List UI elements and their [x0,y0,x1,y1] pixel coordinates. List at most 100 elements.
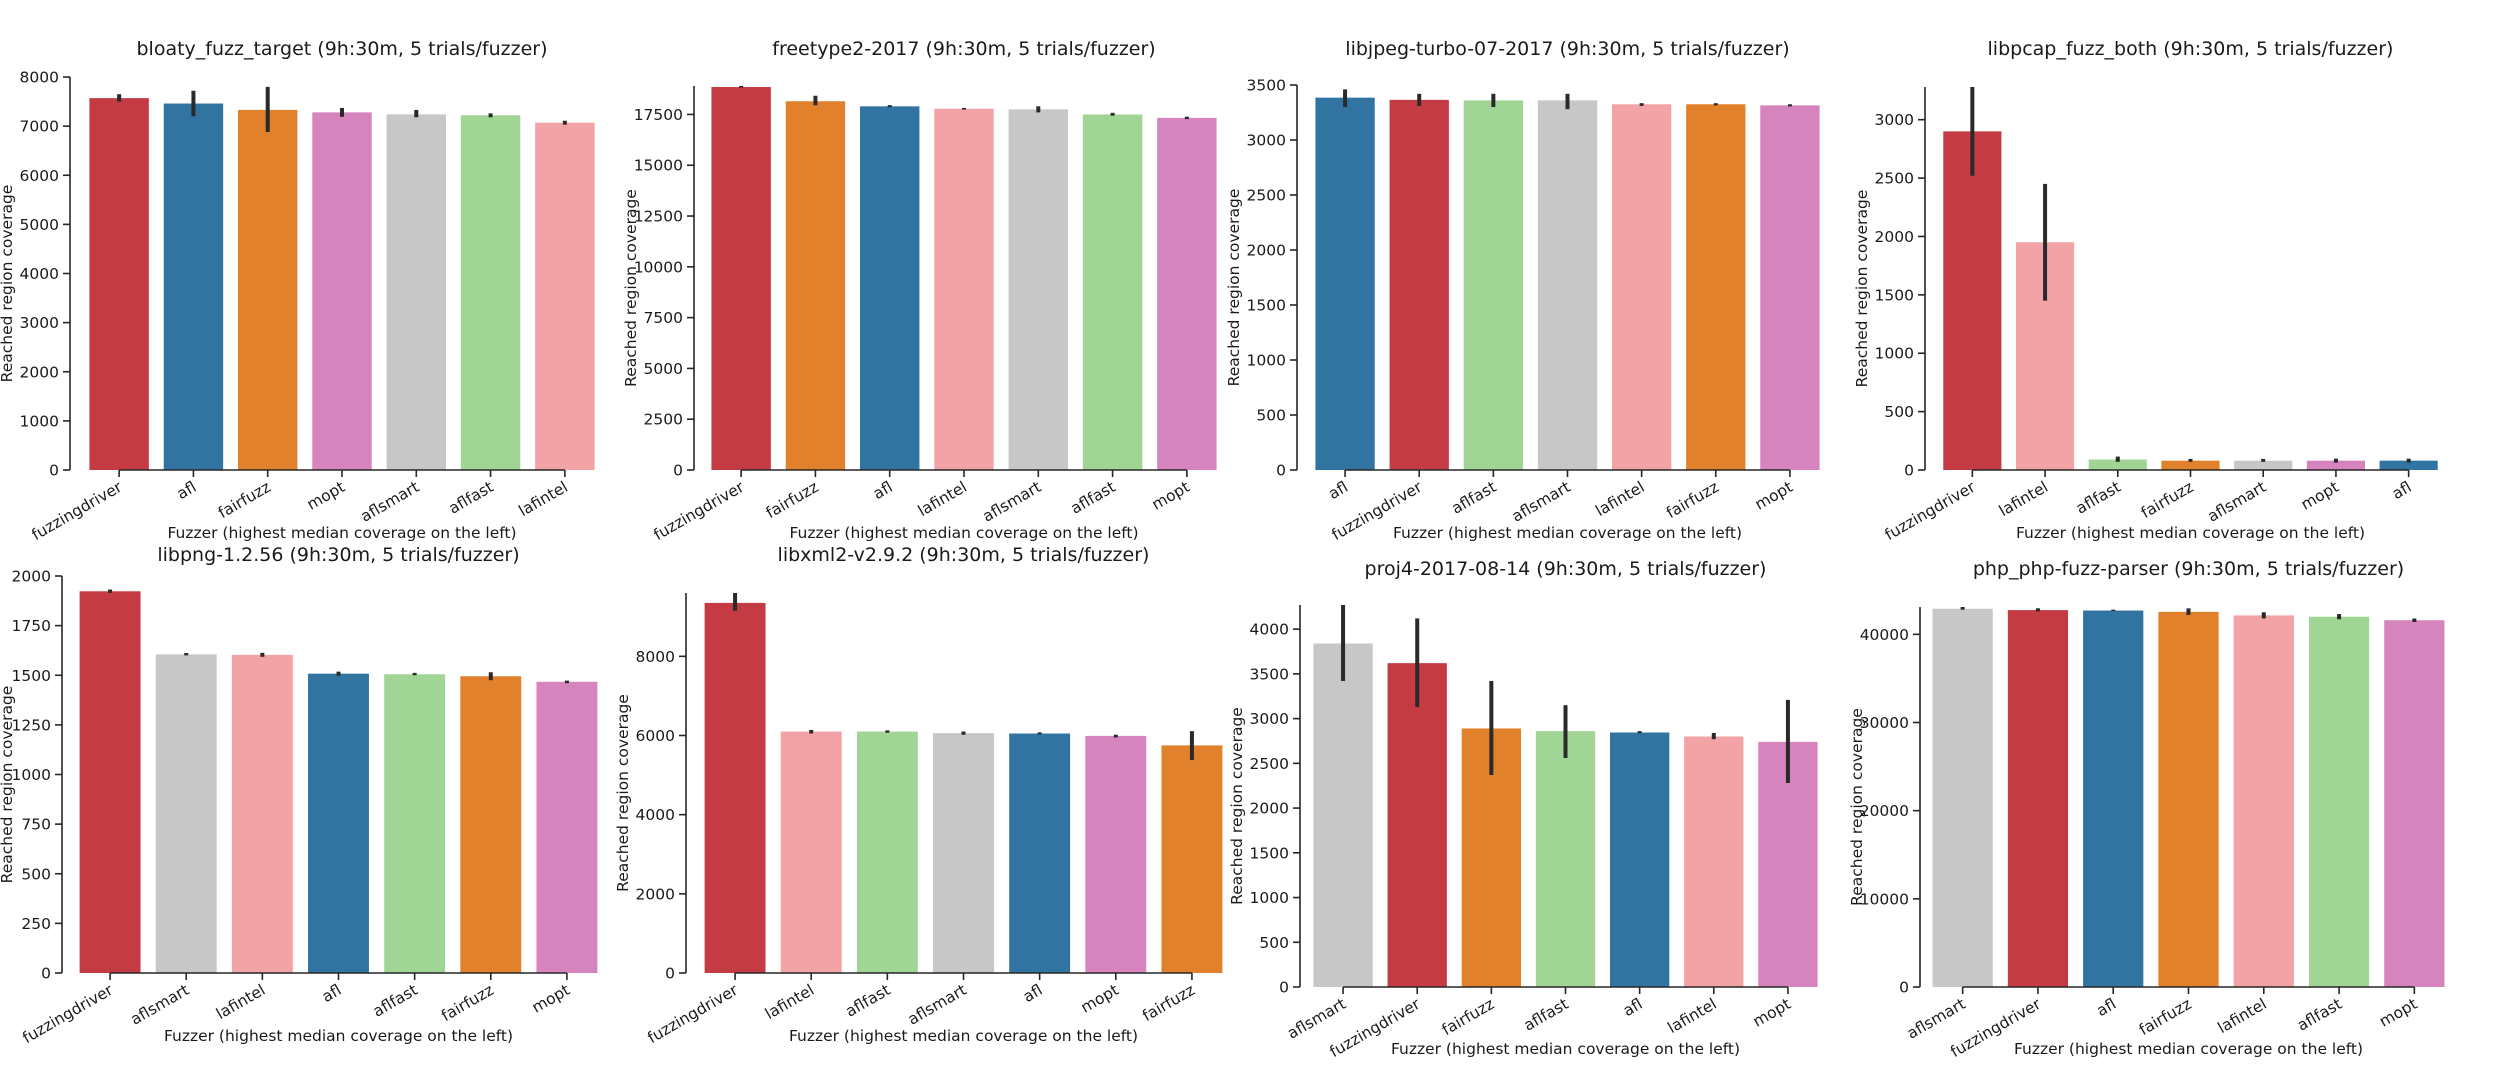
y-tick-label: 1250 [12,716,51,734]
y-tick-label: 40000 [1860,626,1909,644]
y-tick-label: 3000 [1875,111,1914,129]
bar-lafintel [934,108,994,470]
x-tick-label: lafintel [213,981,268,1023]
bar-aflfast [1082,114,1143,470]
x-tick-label: aflfast [446,478,497,518]
chart-title: libxml2-v2.9.2 (9h:30m, 5 trials/fuzzer) [778,544,1150,566]
y-tick-label: 2000 [1247,242,1286,260]
x-tick-label: fairfuzz [763,478,822,522]
y-tick-label: 2500 [644,411,683,429]
y-tick-label: 500 [1256,407,1286,425]
y-tick-label: 500 [21,865,51,883]
y-tick-label: 30000 [1860,714,1909,732]
bar-lafintel [1611,104,1672,470]
chart-panel: bloaty_fuzz_target (9h:30m, 5 trials/fuz… [0,38,595,544]
y-tick-label: 1000 [1247,352,1286,370]
x-tick-label: aflsmart [1284,995,1349,1043]
x-tick-label: afl [2389,478,2415,503]
bar-afl [163,103,224,470]
bar-aflfast [856,731,918,973]
chart-panel: libpcap_fuzz_both (9h:30m, 5 trials/fuzz… [1853,38,2438,544]
x-axis-label: Fuzzer (highest median coverage on the l… [1393,524,1742,542]
chart-title: php_php-fuzz-parser (9h:30m, 5 trials/fu… [1973,558,2404,580]
bar-aflfast [2308,616,2370,987]
bar-fuzzingdriver [89,98,149,470]
chart-panel: libxml2-v2.9.2 (9h:30m, 5 trials/fuzzer)… [614,544,1223,1047]
bar-mopt [536,681,598,973]
x-tick-label: mopt [1752,478,1796,514]
y-tick-label: 6000 [636,727,675,745]
y-tick-label: 3500 [1247,77,1286,95]
bar-aflsmart [386,114,446,471]
y-axis-label: Reached region coverage [1848,708,1866,906]
bar-aflsmart [1932,608,1993,987]
y-tick-label: 2000 [636,885,675,903]
x-tick-label: fairfuzz [438,981,497,1025]
chart-title: proj4-2017-08-14 (9h:30m, 5 trials/fuzze… [1365,558,1767,580]
bar-fuzzingdriver [79,591,141,973]
x-tick-label: aflfast [842,981,893,1021]
y-tick-label: 3500 [1250,665,1289,683]
bar-fairfuzz [238,109,298,470]
x-tick-label: lafintel [915,478,970,520]
x-tick-label: aflsmart [905,981,970,1029]
x-tick-label: aflsmart [127,981,192,1029]
x-tick-label: lafintel [516,478,571,520]
bar-fuzzingdriver [1943,131,2002,470]
y-tick-label: 250 [21,915,51,933]
x-tick-label: afl [870,478,896,503]
chart-title: libpcap_fuzz_both (9h:30m, 5 trials/fuzz… [1988,38,2394,60]
x-tick-label: fairfuzz [1139,981,1198,1025]
y-axis-label: Reached region coverage [0,686,16,884]
y-axis-label: Reached region coverage [1853,190,1871,388]
bar-afl [1315,97,1375,471]
y-tick-label: 7500 [644,309,683,327]
bar-aflsmart [1008,109,1068,470]
y-tick-label: 500 [1259,934,1289,952]
y-tick-label: 0 [1279,979,1289,997]
y-tick-label: 4000 [1250,621,1289,639]
y-tick-label: 1000 [12,766,51,784]
x-tick-label: afl [174,478,200,503]
x-tick-label: aflsmart [980,478,1045,526]
y-tick-label: 10000 [1860,890,1909,908]
bar-lafintel [231,654,293,973]
bar-aflfast [1535,731,1596,987]
y-tick-label: 20000 [1860,802,1909,820]
x-tick-label: fairfuzz [2136,995,2195,1039]
y-tick-label: 0 [1904,462,1914,480]
y-tick-label: 1500 [1247,297,1286,315]
x-tick-label: fuzzingdriver [644,981,741,1047]
bar-aflfast [384,674,446,973]
y-tick-label: 2000 [20,363,59,381]
y-tick-label: 12500 [634,208,683,226]
bar-mopt [2384,620,2445,987]
x-tick-label: aflfast [2294,995,2345,1035]
x-axis-label: Fuzzer (highest median coverage on the l… [789,524,1138,542]
x-tick-label: aflsmart [1509,478,1574,526]
y-tick-label: 750 [21,816,51,834]
y-tick-label: 1500 [1250,844,1289,862]
x-tick-label: fuzzingdriver [651,478,748,544]
y-tick-label: 5000 [644,360,683,378]
x-tick-label: aflsmart [358,478,423,526]
bar-fairfuzz [2158,611,2219,987]
bar-lafintel [535,122,595,470]
bar-lafintel [780,731,842,973]
x-axis-label: Fuzzer (highest median coverage on the l… [164,1027,513,1045]
x-axis-label: Fuzzer (highest median coverage on the l… [2016,524,2365,542]
y-axis-label: Reached region coverage [1228,707,1246,905]
y-tick-label: 4000 [20,265,59,283]
bar-aflsmart [933,733,994,973]
y-tick-label: 3000 [1250,710,1289,728]
y-tick-label: 1500 [1875,286,1914,304]
x-tick-label: aflfast [1521,995,1572,1035]
y-tick-label: 3000 [1247,132,1286,150]
y-tick-label: 1000 [20,412,59,430]
x-tick-label: lafintel [1996,478,2051,520]
x-tick-label: aflfast [370,981,421,1021]
x-tick-label: fairfuzz [2138,478,2197,522]
x-tick-label: aflfast [2073,478,2124,518]
y-tick-label: 0 [49,462,59,480]
